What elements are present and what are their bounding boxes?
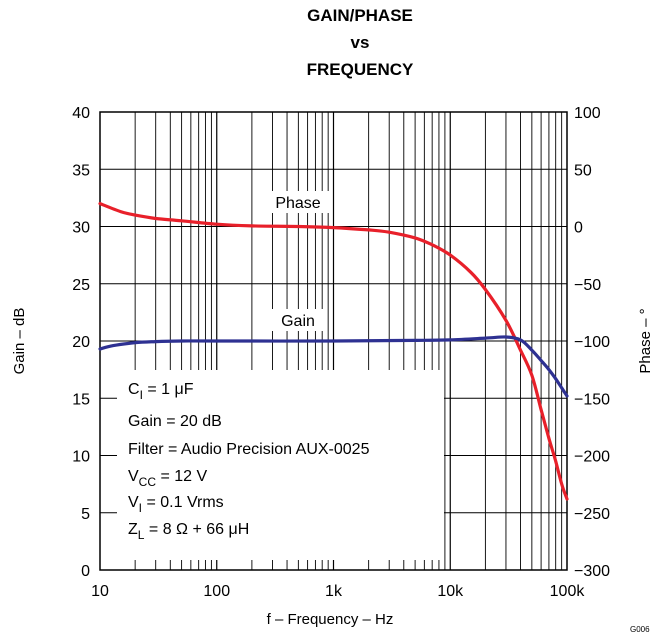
y-right-tick-label: −50 [574, 277, 601, 294]
y-left-tick-label: 10 [72, 449, 90, 466]
y-right-tick-label: −200 [574, 449, 610, 466]
axis-labels: Phase Gain f – Frequency – Hz Gain – dB Phas… [11, 191, 654, 633]
chart-title: GAIN/PHASE vs FREQUENCY [307, 6, 414, 79]
gain-label-bg [272, 309, 324, 331]
condition-line-2: Gain = 20 dB [128, 413, 222, 430]
chart-title-line-3: FREQUENCY [307, 60, 414, 79]
tick-labels: 10 100 1k 10k 100k 0 5 10 15 20 25 30 35 40 100 50 0 −50 −… [72, 105, 610, 600]
conditions-box-bg [117, 370, 444, 560]
phase-label-bg [266, 191, 330, 213]
condition-line-3: Filter = Audio Precision AUX-0025 [128, 441, 370, 458]
phase-label: Phase [275, 195, 320, 212]
corner-code: G006 [630, 625, 650, 633]
y-right-tick-label: 50 [574, 162, 592, 179]
y-left-axis-label: Gain – dB [11, 308, 28, 375]
y-left-tick-label: 25 [72, 277, 90, 294]
x-tick-label: 10 [91, 583, 109, 600]
y-right-tick-label: −250 [574, 506, 610, 523]
x-tick-label: 100k [550, 583, 586, 600]
y-left-tick-label: 30 [72, 220, 90, 237]
condition-line-1: CI = 1 μF [128, 381, 194, 402]
plot-frame [99, 111, 568, 571]
y-right-axis-label: Phase – ° [637, 308, 654, 373]
condition-line-5: VI = 0.1 Vrms [128, 494, 224, 515]
y-left-tick-label: 20 [72, 334, 90, 351]
series-line-phase [98, 202, 569, 501]
series-group [98, 202, 569, 501]
y-left-tick-label: 40 [72, 105, 90, 122]
condition-line-4: VCC = 12 V [128, 468, 207, 489]
condition-line-6: ZL = 8 Ω + 66 μH [128, 521, 249, 542]
y-left-tick-label: 35 [72, 162, 90, 179]
y-right-tick-label: 100 [574, 105, 601, 122]
series-line-gain [98, 335, 569, 398]
y-left-tick-label: 0 [81, 563, 90, 580]
y-right-tick-label: −150 [574, 391, 610, 408]
x-tick-label: 100 [203, 583, 230, 600]
y-right-tick-label: −100 [574, 334, 610, 351]
x-tick-label: 10k [437, 583, 464, 600]
y-left-tick-label: 15 [72, 391, 90, 408]
chart-title-line-1: GAIN/PHASE [307, 6, 413, 25]
x-axis-label: f – Frequency – Hz [267, 611, 394, 628]
gain-label: Gain [281, 313, 315, 330]
x-tick-label: 1k [325, 583, 343, 600]
y-right-tick-label: −300 [574, 563, 610, 580]
y-right-tick-label: 0 [574, 220, 583, 237]
y-left-tick-label: 5 [81, 506, 90, 523]
conditions-box: CI = 1 μF Gain = 20 dB Filter = Audio Prec… [117, 370, 444, 560]
chart-title-line-2: vs [351, 33, 370, 52]
